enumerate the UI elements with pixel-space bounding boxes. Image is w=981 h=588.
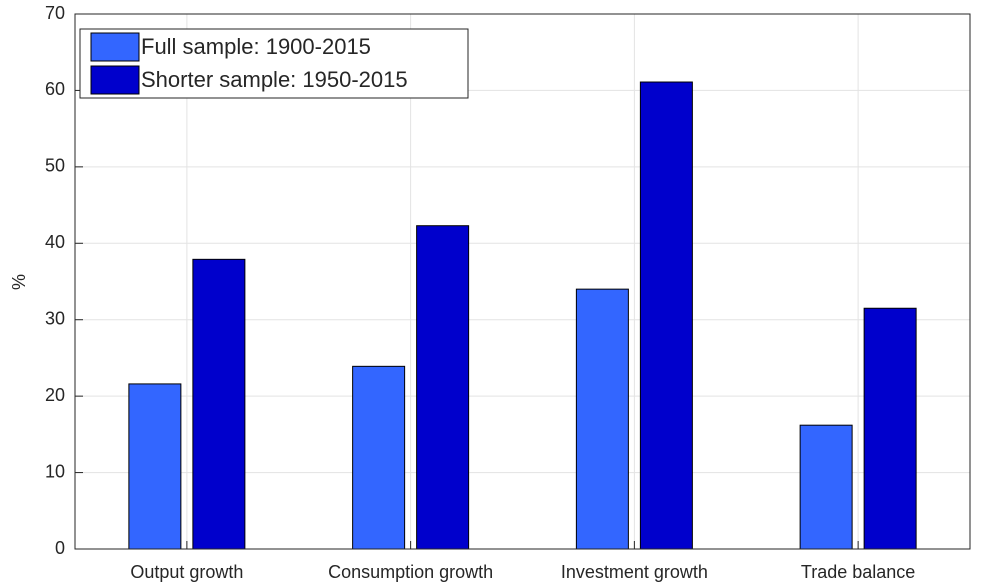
bar [192, 258, 246, 550]
bar [352, 365, 406, 550]
bar [799, 424, 853, 550]
bar [575, 288, 629, 550]
y-tick-label: 20 [45, 385, 65, 405]
legend-label: Shorter sample: 1950-2015 [141, 67, 408, 92]
x-tick-label: Consumption growth [328, 562, 493, 582]
y-tick-label: 30 [45, 308, 65, 328]
x-tick-label: Output growth [130, 562, 243, 582]
bar [863, 307, 917, 550]
bar [639, 81, 693, 550]
y-tick-label: 60 [45, 79, 65, 99]
x-tick-label: Investment growth [561, 562, 708, 582]
legend-swatch [90, 65, 140, 95]
y-tick-label: 40 [45, 232, 65, 252]
plot-frame [74, 13, 971, 550]
legend-box [79, 28, 469, 99]
y-axis-label: % [9, 274, 29, 290]
y-tick-label: 50 [45, 156, 65, 176]
y-tick-label: 0 [55, 538, 65, 558]
bar [128, 383, 182, 550]
y-tick-label: 70 [45, 3, 65, 23]
bar [416, 225, 470, 550]
legend-swatch [90, 32, 140, 62]
x-tick-label: Trade balance [801, 562, 915, 582]
y-tick-label: 10 [45, 461, 65, 481]
legend-label: Full sample: 1900-2015 [141, 34, 371, 59]
